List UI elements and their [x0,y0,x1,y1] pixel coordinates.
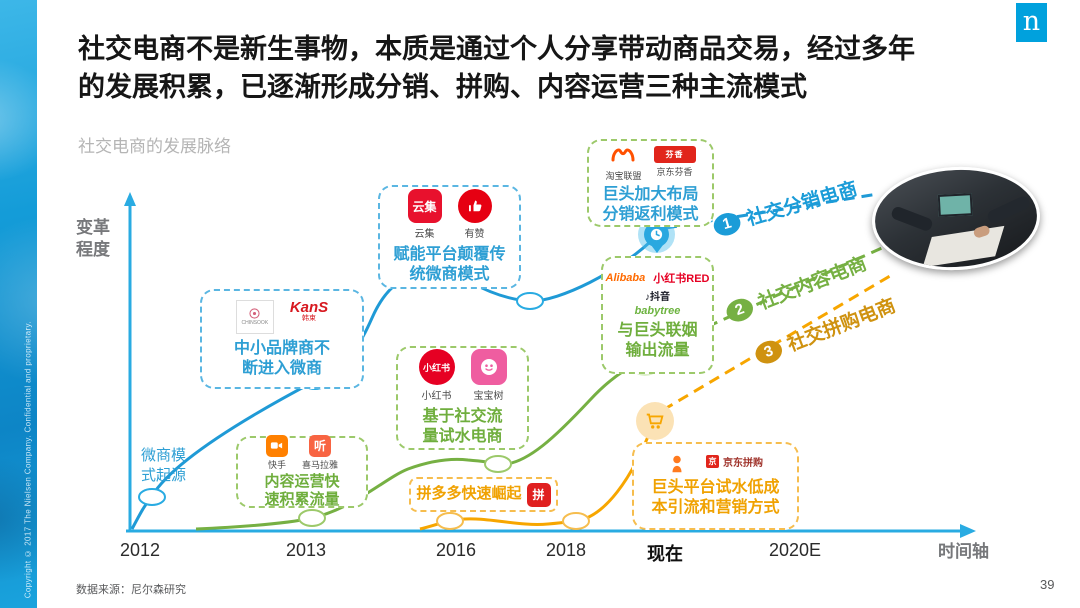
callout-weishang-platform: 云集 云集 有赞 赋能平台颠覆传统微商模式 [378,185,521,289]
node-2016-green [484,455,512,473]
callout-caption: 内容运营快速积累流量 [264,472,340,508]
cart-icon [636,402,674,440]
photo-paper [922,225,1005,268]
logo-yunji: 云集 云集 [407,189,442,241]
callout-caption: 巨头平台试水低成本引流和营销方式 [651,479,780,516]
taobao-lianmeng-icon [608,141,639,168]
curve-groupbuy-dashed [662,271,896,412]
xiaohongshu-red-logo-text: 小红书RED [653,272,710,285]
x-axis-arrow [960,524,976,538]
douyin-logo-text: ♪抖音 [645,291,670,303]
logo-taobao-lianmeng: 淘宝联盟 [605,141,642,182]
kuaishou-label: 快手 [267,459,286,470]
logo-ximalaya: 听 喜马拉雅 [301,434,338,471]
photo-person-arm [985,194,1032,225]
yunji-label: 云集 [414,229,435,241]
data-source: 数据来源：尼尔森研究 [76,584,186,596]
node-2013-green [298,509,326,527]
origin-note: 微商模 式起源 [141,447,187,485]
callout-caption: 赋能平台颠覆传统微商模式 [393,246,506,283]
callout-caption: 基于社交流量试水电商 [422,408,503,445]
alibaba-logo-text: Alibaba [605,271,646,284]
x-axis-label: 时间轴 [938,542,989,561]
babytree-label: 宝宝树 [473,391,504,403]
photo-laptop [937,193,973,217]
callout-caption: 拼多多快速崛起 [416,485,522,503]
callout-fenxiao-giants: 淘宝联盟 芬香 京东芬香 巨头加大布局分销返利模式 [587,139,714,227]
tick-2018: 2018 [545,540,587,560]
callout-content-trial: 小红书 小红书 宝宝树 基于社交流量试水电商 [396,346,529,450]
ximalaya-icon: 听 [308,434,331,457]
callout-caption: 与巨头联姻输出流量 [617,321,698,359]
node-2016-orange [436,512,464,530]
logo-xiaohongshu: 小红书 小红书 [418,349,455,403]
sidebar-brand-bar: Copyright © 2017 The Nielsen Company. Co… [0,0,37,608]
page-title: 社交电商不是新生事物，本质是通过个人分享带动商品交易，经过多年 的发展积累，已逐… [78,34,915,103]
xiaohongshu-label: 小红书 [421,391,452,403]
jd-pingou-icon: 京 [706,455,719,469]
jd-pingou-label: 京东拼购 [723,458,763,470]
logo-jd-fenxiang: 芬香 京东芬香 [653,141,696,178]
y-axis-arrow [124,192,136,206]
nielsen-logo-letter: n [1022,5,1041,37]
callout-content-alliance: Alibaba 小红书RED ♪抖音 babytree 与巨头联姻输出流量 [601,256,714,374]
qiaoshisui-brand-text: CHINSOOK [241,320,269,327]
pinduoduo-icon: 拼 [526,482,551,507]
node-2016-blue [516,292,544,310]
callout-weishang-brands: CHINSOOK KanS 韩束 中小品牌商不断进入微商 [200,289,364,389]
youzan-label: 有赞 [464,229,485,241]
tick-now: 现在 [647,544,683,564]
kans-wordmark: KanS [289,298,329,316]
kuaishou-icon [265,434,288,457]
qiaoshisui-icon: CHINSOOK [235,299,274,334]
callout-pinduoduo-rise: 拼多多快速崛起 拼 [409,477,558,512]
yunji-icon: 云集 [407,189,442,224]
page-number: 39 [1040,577,1055,592]
logo-kuaishou: 快手 [265,434,288,471]
tick-2016: 2016 [435,540,477,560]
callout-caption: 中小品牌商不断进入微商 [233,339,330,377]
photo-person-arm [890,205,934,233]
taobao-lianmeng-label: 淘宝联盟 [605,171,642,182]
node-2018-orange [562,512,590,530]
jd-fenxiang-icon: 芬香 [653,146,696,164]
nielsen-logo: n [1016,3,1047,42]
page-subtitle: 社交电商的发展脉络 [78,137,231,156]
logo-youzan: 有赞 [457,189,492,241]
callout-groupbuy-giants: 京 京东拼购 巨头平台试水低成本引流和营销方式 [632,442,799,530]
tick-2013: 2013 [285,540,327,560]
kans-icon: KanS 韩束 [290,300,328,322]
tick-2012: 2012 [119,540,161,560]
callout-caption: 巨头加大布局分销返利模式 [602,186,699,223]
node-2012-blue [138,488,166,506]
y-axis-label: 变革 程度 [76,218,110,260]
tick-2020e: 2020E [768,540,822,560]
ximalaya-label: 喜马拉雅 [301,459,338,470]
logo-kans: KanS 韩束 [290,300,328,322]
logo-qiaoshisui: CHINSOOK [235,299,274,334]
series-1-badge: 1 [710,209,743,239]
callout-content-traffic: 快手 听 喜马拉雅 内容运营快速积累流量 [236,434,368,508]
logo-jd-pingou: 京 京东拼购 [706,454,763,469]
logo-taobao-mascot [668,454,686,474]
babytree-logo-text: babytree [634,304,681,317]
logo-babytree: 宝宝树 [470,349,507,403]
youzan-thumbsup-icon [457,189,492,224]
babytree-icon [470,349,507,386]
kans-sub-text: 韩束 [302,314,316,322]
jd-fenxiang-label: 京东芬香 [656,167,693,178]
taobao-mascot-icon [672,456,682,473]
xiaohongshu-icon: 小红书 [418,349,455,386]
